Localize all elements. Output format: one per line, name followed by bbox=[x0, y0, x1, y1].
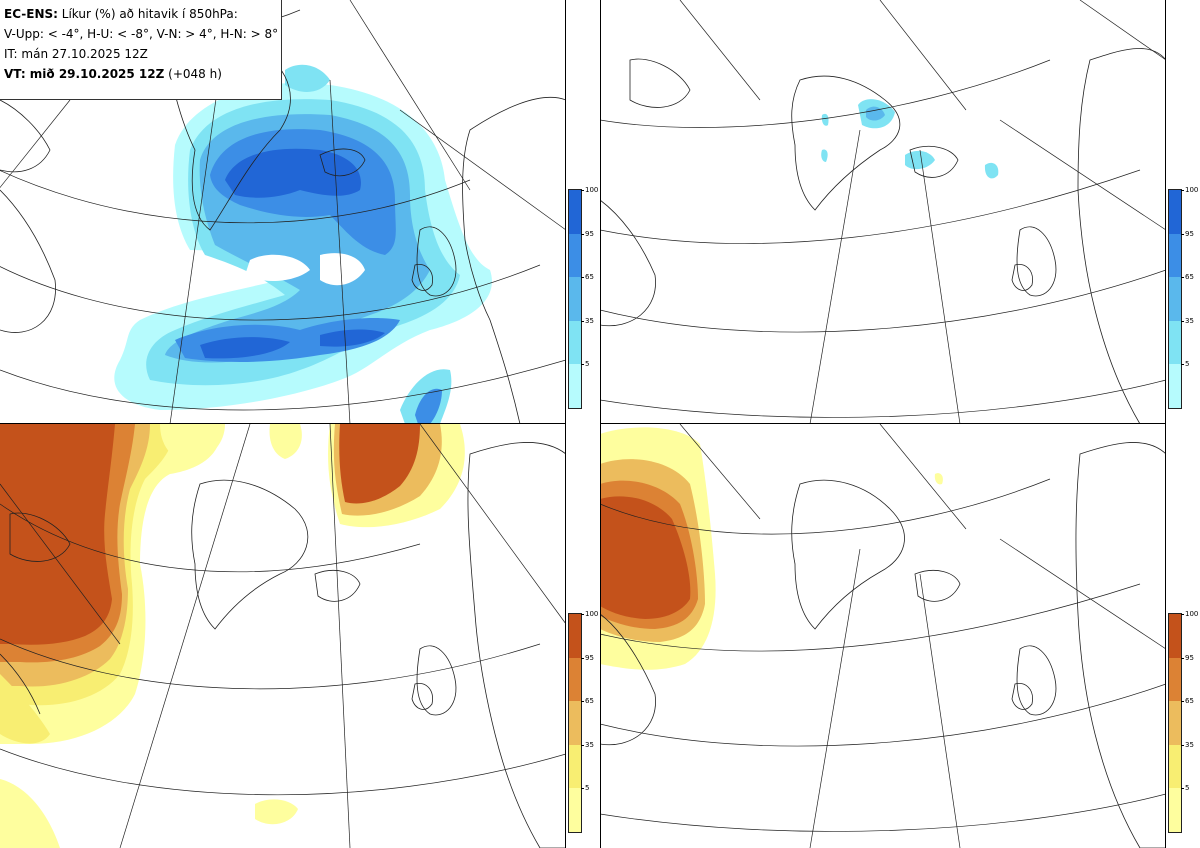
colorbar-tick-label: 100 bbox=[585, 610, 599, 618]
colorbar-tickmark bbox=[581, 364, 584, 366]
forecast-info-box: EC-ENS: Líkur (%) að hitavik í 850hPa: V… bbox=[0, 0, 282, 100]
map-panel-cold-4 bbox=[0, 0, 566, 424]
colorbar-segment bbox=[569, 320, 581, 365]
colorbar-tick-label: 65 bbox=[585, 273, 594, 282]
probability-shading bbox=[600, 427, 943, 670]
colorbar-segment bbox=[1169, 233, 1181, 278]
colorbar-tick-label: 95 bbox=[1185, 229, 1194, 238]
colorbar-tick-label: 35 bbox=[585, 316, 594, 325]
colorbar bbox=[1168, 613, 1182, 833]
colorbar-tick-label: 65 bbox=[585, 697, 594, 706]
colorbar-tick-label: 35 bbox=[1185, 316, 1194, 325]
coastlines bbox=[0, 442, 566, 848]
model-name: EC-ENS: bbox=[4, 7, 58, 21]
map-panel-cold-8 bbox=[600, 0, 1166, 424]
lead-time: (+048 h) bbox=[168, 67, 222, 81]
colorbar-tick-label: 95 bbox=[1185, 653, 1194, 662]
panel-border bbox=[600, 0, 601, 848]
colorbar-segment bbox=[1169, 788, 1181, 832]
colorbar-tickmark bbox=[581, 190, 584, 191]
colorbar bbox=[1168, 189, 1182, 409]
colorbar-tickmark bbox=[1181, 614, 1184, 615]
colorbar-tickmark bbox=[1181, 277, 1184, 279]
colorbar-tick-label: 65 bbox=[1185, 273, 1194, 282]
colorbar bbox=[568, 189, 582, 409]
graticule bbox=[0, 424, 566, 848]
legend-cold-left: 100 95 65 35 5 bbox=[566, 186, 599, 409]
graticule bbox=[600, 424, 1166, 848]
colorbar-tickmark bbox=[1181, 364, 1184, 366]
colorbar-tickmark bbox=[1181, 233, 1184, 235]
colorbar-segment bbox=[569, 657, 581, 702]
probability-map-cold-8 bbox=[600, 0, 1166, 424]
colorbar-tick-label: 35 bbox=[585, 740, 594, 749]
colorbar-tickmark bbox=[581, 788, 584, 790]
colorbar-tick-label: 5 bbox=[1185, 360, 1190, 369]
panel-border bbox=[0, 423, 566, 424]
colorbar-tick-label: 65 bbox=[1185, 697, 1194, 706]
colorbar-segment bbox=[569, 364, 581, 408]
colorbar-tickmark bbox=[581, 614, 584, 615]
colorbar-segment bbox=[569, 233, 581, 278]
panel-border bbox=[565, 0, 566, 848]
legend-warm-right: 100 95 65 35 5 bbox=[1166, 610, 1199, 833]
colorbar-segment bbox=[1169, 320, 1181, 365]
colorbar-tickmark bbox=[1181, 190, 1184, 191]
init-time: IT: mán 27.10.2025 12Z bbox=[4, 47, 148, 61]
colorbar-tickmark bbox=[581, 701, 584, 703]
map-panel-warm-4 bbox=[0, 424, 566, 848]
colorbar-tickmark bbox=[1181, 744, 1184, 746]
colorbar-segment bbox=[1169, 701, 1181, 745]
colorbar-segment bbox=[1169, 744, 1181, 789]
probability-map-warm-8 bbox=[600, 424, 1166, 848]
coastlines bbox=[600, 48, 1166, 424]
threshold-definitions: V-Upp: < -4°, H-U: < -8°, V-N: > 4°, H-N… bbox=[4, 27, 279, 41]
colorbar-tick-label: 5 bbox=[585, 784, 590, 793]
map-title: Líkur (%) að hitavik í 850hPa: bbox=[61, 7, 238, 21]
colorbar-tick-label: 95 bbox=[585, 653, 594, 662]
colorbar-segment bbox=[569, 277, 581, 321]
colorbar-tick-label: 100 bbox=[585, 186, 599, 194]
colorbar-segment bbox=[1169, 277, 1181, 321]
colorbar-tickmark bbox=[581, 233, 584, 235]
panel-border bbox=[1165, 0, 1166, 848]
colorbar-segment bbox=[569, 614, 581, 658]
colorbar-segment bbox=[1169, 614, 1181, 658]
colorbar-tick-label: 95 bbox=[585, 229, 594, 238]
legend-cold-right: 100 95 65 35 5 bbox=[1166, 186, 1199, 409]
panel-border bbox=[600, 423, 1166, 424]
colorbar-segment bbox=[569, 744, 581, 789]
map-panel-warm-8 bbox=[600, 424, 1166, 848]
probability-map-cold-4 bbox=[0, 0, 566, 424]
probability-map-warm-4 bbox=[0, 424, 566, 848]
colorbar-tickmark bbox=[1181, 788, 1184, 790]
colorbar-tick-label: 5 bbox=[585, 360, 590, 369]
graticule bbox=[600, 0, 1166, 424]
colorbar-tickmark bbox=[1181, 701, 1184, 703]
valid-time: VT: mið 29.10.2025 12Z bbox=[4, 67, 165, 81]
colorbar-segment bbox=[1169, 364, 1181, 408]
legend-warm-left: 100 95 65 35 5 bbox=[566, 610, 599, 833]
colorbar-tickmark bbox=[581, 744, 584, 746]
colorbar bbox=[568, 613, 582, 833]
colorbar-tickmark bbox=[581, 657, 584, 659]
probability-shading bbox=[114, 64, 492, 424]
colorbar-segment bbox=[569, 190, 581, 234]
colorbar-segment bbox=[569, 701, 581, 745]
probability-shading bbox=[821, 99, 999, 179]
colorbar-tick-label: 5 bbox=[1185, 784, 1190, 793]
colorbar-segment bbox=[569, 788, 581, 832]
colorbar-tick-label: 100 bbox=[1185, 610, 1199, 618]
colorbar-segment bbox=[1169, 190, 1181, 234]
coastlines bbox=[600, 442, 1166, 848]
colorbar-tick-label: 100 bbox=[1185, 186, 1199, 194]
colorbar-tickmark bbox=[1181, 657, 1184, 659]
colorbar-tickmark bbox=[581, 277, 584, 279]
colorbar-tickmark bbox=[581, 320, 584, 322]
probability-shading bbox=[0, 424, 465, 848]
colorbar-tickmark bbox=[1181, 320, 1184, 322]
colorbar-tick-label: 35 bbox=[1185, 740, 1194, 749]
colorbar-segment bbox=[1169, 657, 1181, 702]
